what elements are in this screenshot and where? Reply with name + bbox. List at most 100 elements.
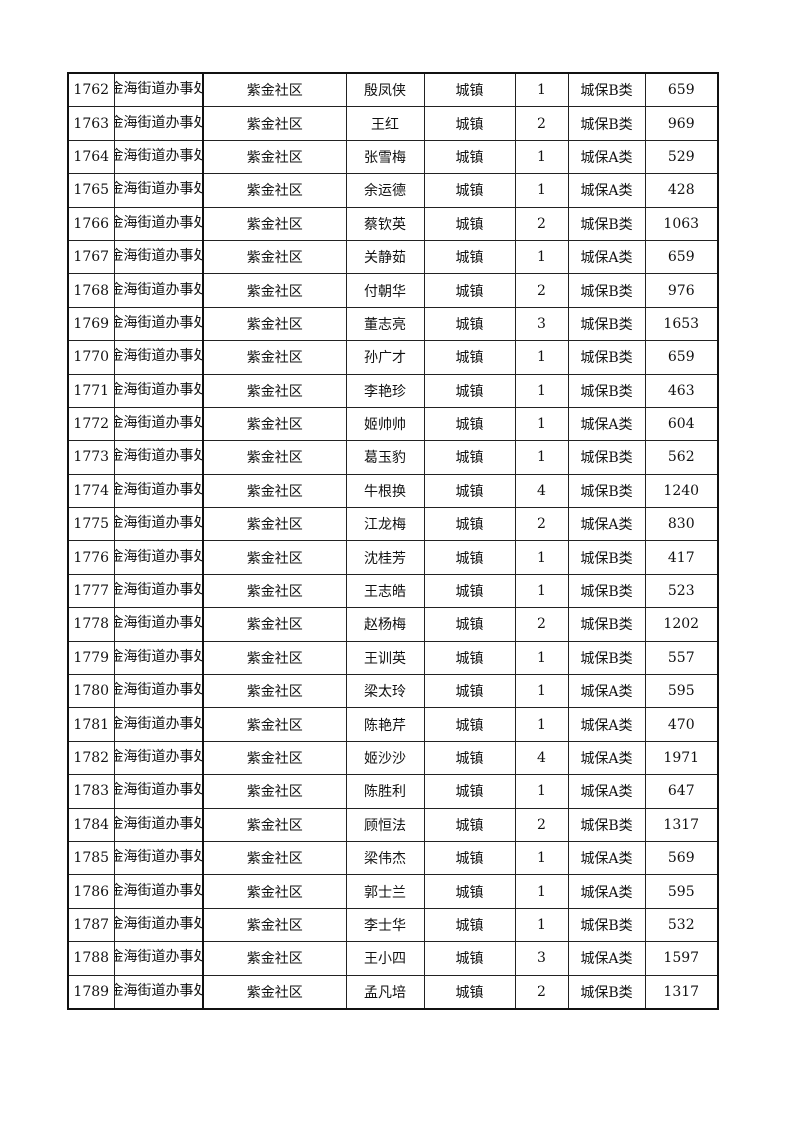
person-name-cell: 王红 (345, 106, 425, 141)
area-type-cell: 城镇 (423, 273, 516, 308)
amount-cell: 562 (644, 440, 719, 475)
household-size-cell: 1 (514, 239, 569, 275)
table-row: 1768 金海街道办事处 紫金社区 付朝华 城镇 2 城保B类 976 (67, 273, 719, 308)
street-office-cell: 金海街道办事处 (113, 72, 204, 108)
area-type-cell: 城镇 (423, 173, 516, 208)
street-office-cell: 金海街道办事处 (113, 674, 204, 709)
street-office-cell: 金海街道办事处 (113, 340, 204, 375)
street-office-cell: 金海街道办事处 (113, 540, 204, 575)
table-row: 1770 金海街道办事处 紫金社区 孙广才 城镇 1 城保B类 659 (67, 340, 719, 375)
person-name-cell: 张雪梅 (345, 139, 425, 175)
table-row: 1778 金海街道办事处 紫金社区 赵杨梅 城镇 2 城保B类 1202 (67, 607, 719, 642)
street-office-cell: 金海街道办事处 (113, 840, 204, 876)
person-name-cell: 孟凡培 (345, 974, 425, 1010)
area-type-cell: 城镇 (423, 740, 516, 776)
street-office-cell: 金海街道办事处 (113, 941, 204, 976)
street-office-cell: 金海街道办事处 (113, 206, 204, 241)
amount-cell: 1240 (644, 473, 719, 509)
table-row: 1773 金海街道办事处 紫金社区 葛玉豹 城镇 1 城保B类 562 (67, 440, 719, 475)
person-name-cell: 付朝华 (345, 273, 425, 308)
amount-cell: 1653 (644, 306, 719, 342)
row-number-cell: 1778 (67, 607, 115, 642)
street-office-cell: 金海街道办事处 (113, 807, 204, 842)
person-name-cell: 姬沙沙 (345, 740, 425, 776)
table-row: 1783 金海街道办事处 紫金社区 陈胜利 城镇 1 城保A类 647 (67, 774, 719, 809)
household-size-cell: 1 (514, 674, 569, 709)
row-number-cell: 1765 (67, 173, 115, 208)
table-row: 1774 金海街道办事处 紫金社区 牛根换 城镇 4 城保B类 1240 (67, 473, 719, 509)
area-type-cell: 城镇 (423, 440, 516, 475)
person-name-cell: 江龙梅 (345, 507, 425, 542)
household-size-cell: 1 (514, 373, 569, 408)
community-cell: 紫金社区 (202, 707, 347, 742)
row-number-cell: 1785 (67, 840, 115, 876)
amount-cell: 647 (644, 774, 719, 809)
person-name-cell: 郭士兰 (345, 874, 425, 909)
table-row: 1767 金海街道办事处 紫金社区 关静茹 城镇 1 城保A类 659 (67, 239, 719, 275)
area-type-cell: 城镇 (423, 907, 516, 943)
community-cell: 紫金社区 (202, 840, 347, 876)
person-name-cell: 王训英 (345, 640, 425, 676)
table-row: 1782 金海街道办事处 紫金社区 姬沙沙 城镇 4 城保A类 1971 (67, 740, 719, 776)
person-name-cell: 董志亮 (345, 306, 425, 342)
area-type-cell: 城镇 (423, 974, 516, 1010)
person-name-cell: 顾恒法 (345, 807, 425, 842)
household-size-cell: 1 (514, 907, 569, 943)
community-cell: 紫金社区 (202, 740, 347, 776)
category-cell: 城保B类 (567, 607, 646, 642)
community-cell: 紫金社区 (202, 306, 347, 342)
household-size-cell: 1 (514, 640, 569, 676)
area-type-cell: 城镇 (423, 540, 516, 575)
household-size-cell: 2 (514, 273, 569, 308)
amount-cell: 532 (644, 907, 719, 943)
amount-cell: 470 (644, 707, 719, 742)
row-number-cell: 1776 (67, 540, 115, 575)
amount-cell: 1202 (644, 607, 719, 642)
row-number-cell: 1777 (67, 573, 115, 609)
household-size-cell: 1 (514, 139, 569, 175)
category-cell: 城保B类 (567, 640, 646, 676)
person-name-cell: 陈胜利 (345, 774, 425, 809)
table-row: 1777 金海街道办事处 紫金社区 王志皓 城镇 1 城保B类 523 (67, 573, 719, 609)
community-cell: 紫金社区 (202, 72, 347, 108)
person-name-cell: 李士华 (345, 907, 425, 943)
street-office-cell: 金海街道办事处 (113, 440, 204, 475)
table-row: 1787 金海街道办事处 紫金社区 李士华 城镇 1 城保B类 532 (67, 907, 719, 943)
area-type-cell: 城镇 (423, 674, 516, 709)
household-size-cell: 1 (514, 440, 569, 475)
community-cell: 紫金社区 (202, 206, 347, 241)
area-type-cell: 城镇 (423, 473, 516, 509)
street-office-cell: 金海街道办事处 (113, 239, 204, 275)
table-row: 1764 金海街道办事处 紫金社区 张雪梅 城镇 1 城保A类 529 (67, 139, 719, 175)
household-size-cell: 2 (514, 607, 569, 642)
household-size-cell: 2 (514, 807, 569, 842)
community-cell: 紫金社区 (202, 373, 347, 408)
row-number-cell: 1781 (67, 707, 115, 742)
category-cell: 城保B类 (567, 106, 646, 141)
category-cell: 城保B类 (567, 373, 646, 408)
category-cell: 城保B类 (567, 72, 646, 108)
category-cell: 城保B类 (567, 807, 646, 842)
household-size-cell: 3 (514, 306, 569, 342)
street-office-cell: 金海街道办事处 (113, 139, 204, 175)
category-cell: 城保B类 (567, 540, 646, 575)
household-size-cell: 1 (514, 340, 569, 375)
row-number-cell: 1789 (67, 974, 115, 1010)
community-cell: 紫金社区 (202, 807, 347, 842)
street-office-cell: 金海街道办事处 (113, 740, 204, 776)
category-cell: 城保B类 (567, 340, 646, 375)
community-cell: 紫金社区 (202, 406, 347, 442)
category-cell: 城保A类 (567, 173, 646, 208)
category-cell: 城保B类 (567, 573, 646, 609)
household-size-cell: 2 (514, 974, 569, 1010)
row-number-cell: 1763 (67, 106, 115, 141)
category-cell: 城保B类 (567, 907, 646, 943)
row-number-cell: 1766 (67, 206, 115, 241)
row-number-cell: 1784 (67, 807, 115, 842)
row-number-cell: 1771 (67, 373, 115, 408)
table-row: 1784 金海街道办事处 紫金社区 顾恒法 城镇 2 城保B类 1317 (67, 807, 719, 842)
table-row: 1766 金海街道办事处 紫金社区 蔡钦英 城镇 2 城保B类 1063 (67, 206, 719, 241)
community-cell: 紫金社区 (202, 674, 347, 709)
person-name-cell: 姬帅帅 (345, 406, 425, 442)
community-cell: 紫金社区 (202, 139, 347, 175)
